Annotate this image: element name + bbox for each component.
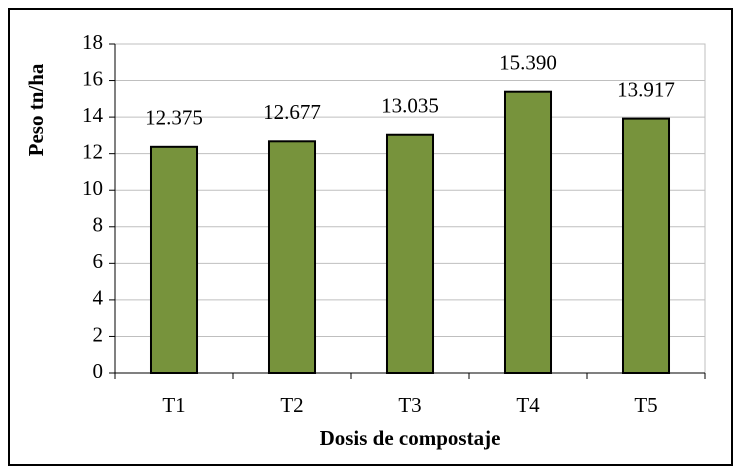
x-tick-label: T2 (280, 393, 303, 417)
value-label: 12.677 (263, 100, 321, 124)
y-tick-label: 6 (93, 249, 104, 273)
value-label: 13.917 (617, 77, 675, 101)
y-tick-label: 12 (82, 139, 103, 163)
x-tick-label: T5 (634, 393, 657, 417)
value-label: 13.035 (381, 94, 439, 118)
y-tick-label: 2 (93, 322, 104, 346)
y-axis-title: Peso tn/ha (24, 63, 48, 156)
bar (385, 133, 435, 374)
value-label: 15.390 (499, 51, 557, 75)
y-tick-label: 8 (93, 213, 104, 237)
x-tick-label: T1 (162, 393, 185, 417)
y-tick-label: 18 (82, 30, 103, 54)
y-tick-label: 0 (93, 359, 104, 383)
y-tick-label: 4 (93, 286, 104, 310)
bar (149, 145, 199, 374)
y-tick-label: 16 (82, 66, 103, 90)
x-axis-title: Dosis de compostaje (320, 426, 501, 450)
bar (621, 117, 671, 374)
x-tick-label: T4 (516, 393, 540, 417)
bar (267, 140, 317, 374)
y-tick-label: 14 (82, 103, 104, 127)
y-tick-label: 10 (82, 176, 103, 200)
x-tick-label: T3 (398, 393, 421, 417)
value-label: 12.375 (145, 106, 203, 130)
chart-border (8, 8, 733, 466)
bar (503, 90, 553, 375)
